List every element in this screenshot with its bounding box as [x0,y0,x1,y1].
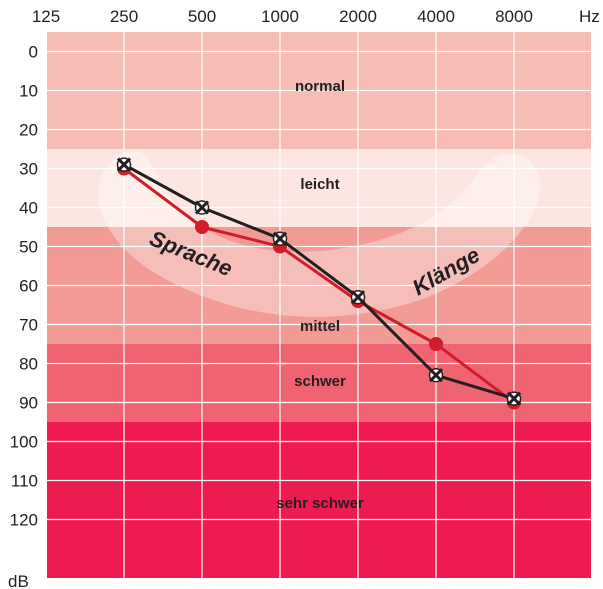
series-0-line [123,167,515,404]
y-tick-60: 60 [19,277,38,296]
series-1-point-4000 [428,367,444,383]
y-unit-label: dB [8,572,29,589]
y-tick-30: 30 [19,160,38,179]
y-tick-70: 70 [19,316,38,335]
y-tick-20: 20 [19,121,38,140]
series-1-line [123,163,515,401]
x-tick-8000: 8000 [495,7,533,26]
y-tick-120: 120 [10,511,38,530]
y-tick-90: 90 [19,394,38,413]
x-tick-labels: 125 250 500 1000 2000 4000 8000 [32,7,533,26]
zone-band-schwer [47,344,591,422]
y-tick-labels: 0 10 20 30 40 50 60 70 80 90 100 110 120 [10,43,38,530]
zone-label-schwer: schwer [294,373,346,390]
y-tick-110: 110 [11,472,38,491]
y-tick-100: 100 [10,433,38,452]
x-marker-stroke-b [116,157,132,172]
x-unit-label: Hz [579,7,600,26]
x-tick-250: 250 [110,7,138,26]
x-tick-1000: 1000 [261,7,299,26]
x-tick-2000: 2000 [339,7,377,26]
zone-label-mittel: mittel [300,318,340,335]
series-1-point-2000 [350,289,366,305]
x-marker-stroke-b [272,231,288,246]
zone-band-sehr-schwer [47,422,591,578]
speech-sound-arc [97,150,541,317]
y-tick-0: 0 [29,43,38,62]
y-tick-40: 40 [19,199,38,218]
series-1-point-8000 [506,391,522,406]
y-tick-50: 50 [19,238,38,257]
x-marker-stroke-b [428,368,444,383]
x-marker-stroke-b [350,290,366,305]
series-1-point-1000 [272,231,288,246]
series-0-point-4000 [429,337,443,351]
zone-label-leicht: leicht [300,176,339,193]
zone-label-sehr-schwer: sehr schwer [276,495,364,512]
zone-labels: normal leicht mittel schwer sehr schwer [276,78,364,512]
series-1-point-250 [116,157,132,172]
zone-band-leicht [47,149,591,227]
x-tick-4000: 4000 [417,7,455,26]
zone-label-normal: normal [295,78,345,95]
x-marker-stroke-b [194,200,210,215]
y-tick-80: 80 [19,355,38,374]
series-1-point-500 [194,200,210,215]
x-tick-125: 125 [32,7,60,26]
x-tick-500: 500 [188,7,216,26]
y-tick-10: 10 [19,82,38,101]
series-layer [116,157,522,410]
series-0-point-500 [195,220,209,234]
grid-lines [47,32,591,578]
x-marker-stroke-b [506,391,522,406]
